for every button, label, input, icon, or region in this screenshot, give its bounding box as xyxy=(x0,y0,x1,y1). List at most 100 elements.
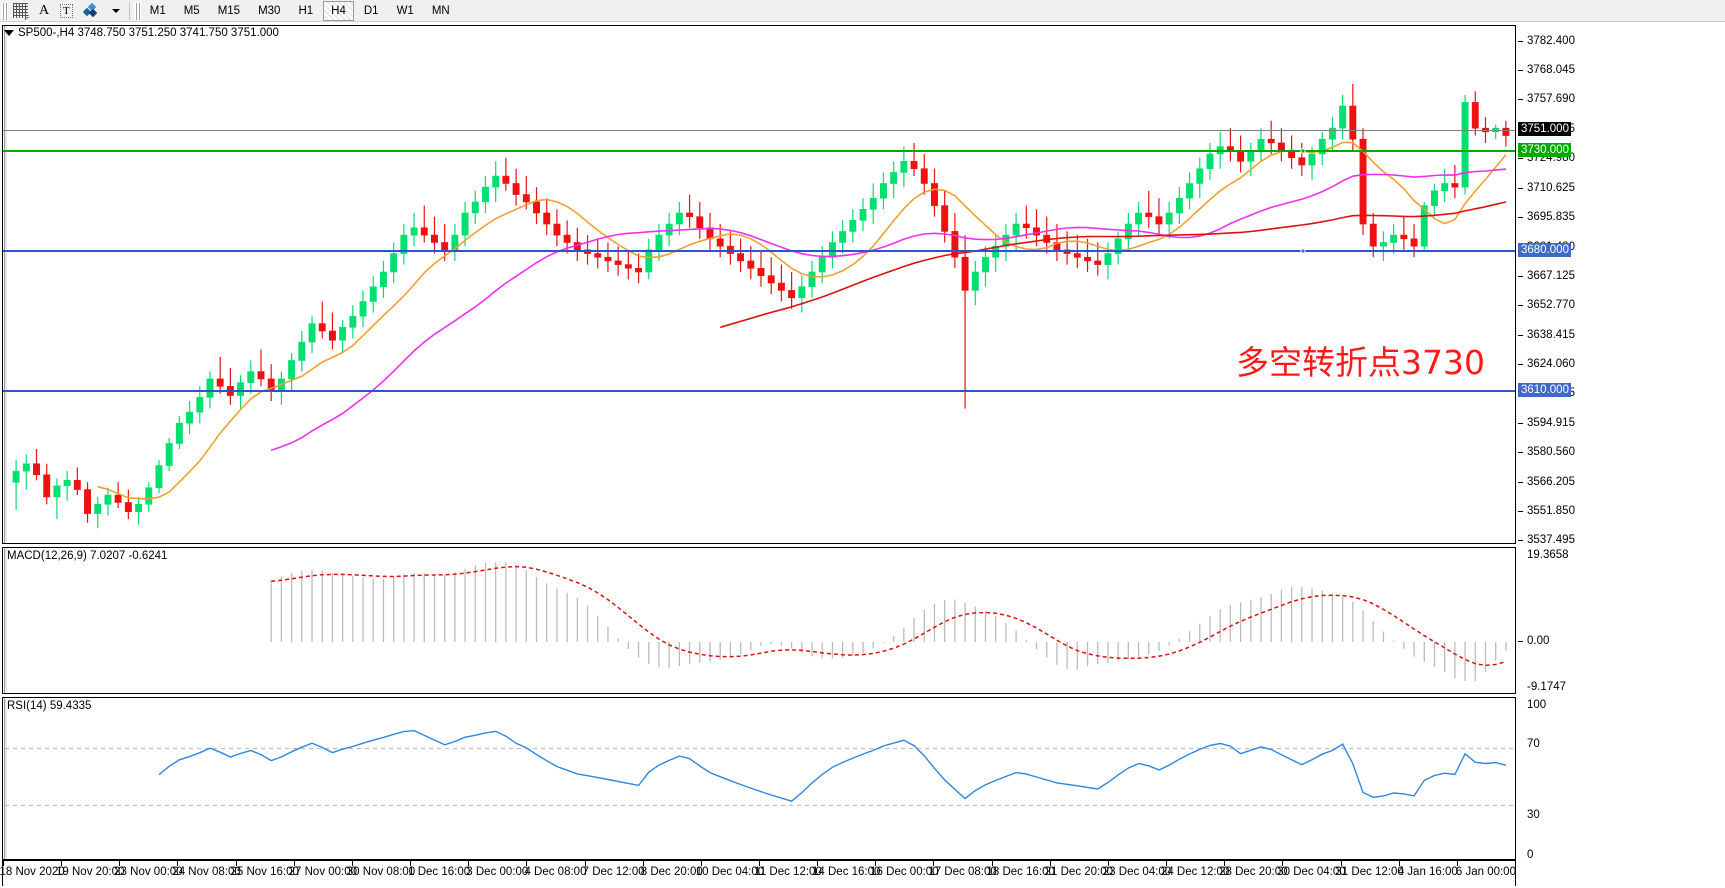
blue-level-label-lower[interactable]: 3610.000 xyxy=(1518,383,1571,397)
time-axis-separator xyxy=(1456,861,1458,866)
rsi-tick: 100 xyxy=(1527,699,1547,711)
macd-histogram-and-signal xyxy=(270,562,1507,682)
time-axis-label: 19 Nov 20:00 xyxy=(56,866,125,878)
price-tick: 3580.560 xyxy=(1516,446,1575,458)
time-axis-separator xyxy=(875,861,877,866)
rsi-tick: 30 xyxy=(1527,809,1540,821)
timeframe-h4[interactable]: H4 xyxy=(323,0,354,21)
green-level-line-3730[interactable] xyxy=(3,150,1515,152)
timeframe-m30[interactable]: M30 xyxy=(258,4,281,17)
time-axis-separator xyxy=(1340,861,1342,866)
timeframe-d1[interactable]: D1 xyxy=(363,4,379,17)
timeframe-mn[interactable]: MN xyxy=(431,4,450,17)
timeframe-m1[interactable]: M1 xyxy=(149,4,166,17)
time-axis-label: 1 Dec 16:00 xyxy=(408,866,471,878)
pane-left-strip xyxy=(3,26,7,543)
price-axis[interactable]: 3782.4003768.0453757.6903739.3353724.980… xyxy=(1516,25,1725,546)
price-tick: 3782.400 xyxy=(1516,35,1575,47)
objects-dropdown-button[interactable] xyxy=(104,1,126,21)
time-axis-label: 18 Dec 16:00 xyxy=(986,866,1055,878)
time-axis-separator xyxy=(1282,861,1284,866)
price-tick: 3624.060 xyxy=(1516,358,1575,370)
time-axis-label: 3 Dec 00:00 xyxy=(466,866,529,878)
price-pane-inner: 多空转折点3730 xyxy=(3,26,1515,543)
time-axis-separator xyxy=(468,861,470,866)
grid-f-icon-button[interactable] xyxy=(8,1,33,22)
blue-level-line-3680[interactable] xyxy=(3,250,1515,252)
price-pane[interactable]: 多空转折点3730 xyxy=(2,25,1516,544)
time-axis-label: 17 Dec 08:00 xyxy=(928,866,997,878)
rsi-pane[interactable]: RSI(14) 59.4335 xyxy=(2,697,1516,860)
price-tick: 3566.205 xyxy=(1516,476,1575,488)
current-price-line xyxy=(3,130,1515,131)
macd-tick: 19.3658 xyxy=(1527,549,1569,561)
time-axis-label: 24 Dec 12:00 xyxy=(1160,866,1230,878)
price-tick: 3537.495 xyxy=(1516,534,1575,546)
symbol-info-bar: SP500-,H4 3748.750 3751.250 3741.750 375… xyxy=(4,27,279,39)
time-axis[interactable]: 18 Nov 2020 19 Nov 20:00 23 Nov 00:00 24 No… xyxy=(0,860,1516,886)
chevron-down-icon xyxy=(111,8,120,13)
text-box-tool-button[interactable]: T xyxy=(55,1,78,21)
time-axis-label: 25 Nov 16:00 xyxy=(230,866,299,878)
blue-level-label-upper[interactable]: 3680.000 xyxy=(1518,243,1571,257)
symbol-ohlc-text: SP500-,H4 3748.750 3751.250 3741.750 375… xyxy=(18,27,279,39)
rsi-tick: 70 xyxy=(1527,738,1540,750)
green-level-label[interactable]: 3730.000 xyxy=(1518,143,1571,157)
time-axis-separator xyxy=(1049,861,1051,866)
time-axis-label: 23 Nov 00:00 xyxy=(114,866,183,878)
time-axis-label: 4 Dec 08:00 xyxy=(524,866,587,878)
chart-annotation-text: 多空转折点3730 xyxy=(1236,343,1485,382)
time-axis-label: 18 Nov 2020 xyxy=(0,866,65,878)
price-tick: 3695.835 xyxy=(1516,211,1575,223)
grid-f-icon xyxy=(13,3,30,22)
diamonds-icon xyxy=(82,2,99,18)
timeframe-drag-handle[interactable] xyxy=(133,1,141,20)
time-axis-separator xyxy=(3,861,4,866)
price-tick: 3652.770 xyxy=(1516,299,1575,311)
time-axis-separator xyxy=(119,861,121,866)
blue-level-line-3610[interactable] xyxy=(3,390,1515,392)
time-axis-label: 30 Nov 08:00 xyxy=(346,866,416,878)
timeframe-h1[interactable]: H1 xyxy=(298,4,314,17)
rsi-line xyxy=(5,729,1513,806)
toolbar-drag-handle[interactable] xyxy=(1,1,8,20)
current-price-label[interactable]: 3751.000 xyxy=(1518,122,1571,136)
time-axis-separator xyxy=(526,861,528,866)
letter-a-icon: A xyxy=(38,2,50,18)
macd-left-strip xyxy=(3,548,7,693)
time-axis-separator xyxy=(177,861,179,866)
time-axis-separator xyxy=(235,861,237,866)
time-axis-label: 8 Dec 20:00 xyxy=(640,866,703,878)
time-axis-separator xyxy=(584,861,586,866)
time-axis-label: 27 Nov 00:00 xyxy=(288,866,358,878)
price-tick: 3638.415 xyxy=(1516,329,1575,341)
time-axis-separator xyxy=(991,861,993,866)
price-tick: 3667.125 xyxy=(1516,270,1575,282)
time-axis-separator xyxy=(293,861,295,866)
triangle-down-icon[interactable] xyxy=(4,30,14,36)
price-tick: 3594.915 xyxy=(1516,417,1575,429)
timeframe-w1[interactable]: W1 xyxy=(396,4,414,17)
time-axis-separator xyxy=(759,861,760,866)
time-axis-label: 4 Jan 16:00 xyxy=(1397,866,1458,878)
rsi-axis: 100 70 30 0 xyxy=(1516,697,1725,861)
time-axis-separator xyxy=(700,861,702,866)
time-axis-label: 6 Jan 00:00 xyxy=(1455,866,1516,878)
rsi-indicator-label: RSI(14) 59.4335 xyxy=(7,700,92,712)
time-axis-label: 11 Dec 12:00 xyxy=(754,866,822,878)
chart-area: 多空转折点3730 MACD(12,26,9) 7.0207 -0.6241 R… xyxy=(0,22,1725,888)
time-axis-label: 23 Dec 04:00 xyxy=(1102,866,1172,878)
time-axis-separator xyxy=(933,861,935,866)
text-label-tool-button[interactable]: A xyxy=(33,1,55,21)
timeframe-m15[interactable]: M15 xyxy=(217,4,241,17)
objects-list-button[interactable] xyxy=(78,1,104,21)
time-axis-separator xyxy=(410,861,412,866)
macd-pane-inner: MACD(12,26,9) 7.0207 -0.6241 xyxy=(3,548,1515,693)
price-tick: 3768.045 xyxy=(1516,64,1575,76)
time-axis-label: 28 Dec 20:00 xyxy=(1219,866,1288,878)
time-axis-separator xyxy=(1398,861,1400,866)
green-level-anchor[interactable] xyxy=(1300,148,1306,154)
blue-level-anchor-3680[interactable] xyxy=(1300,248,1306,254)
timeframe-m5[interactable]: M5 xyxy=(183,4,200,17)
macd-pane[interactable]: MACD(12,26,9) 7.0207 -0.6241 xyxy=(2,547,1516,694)
